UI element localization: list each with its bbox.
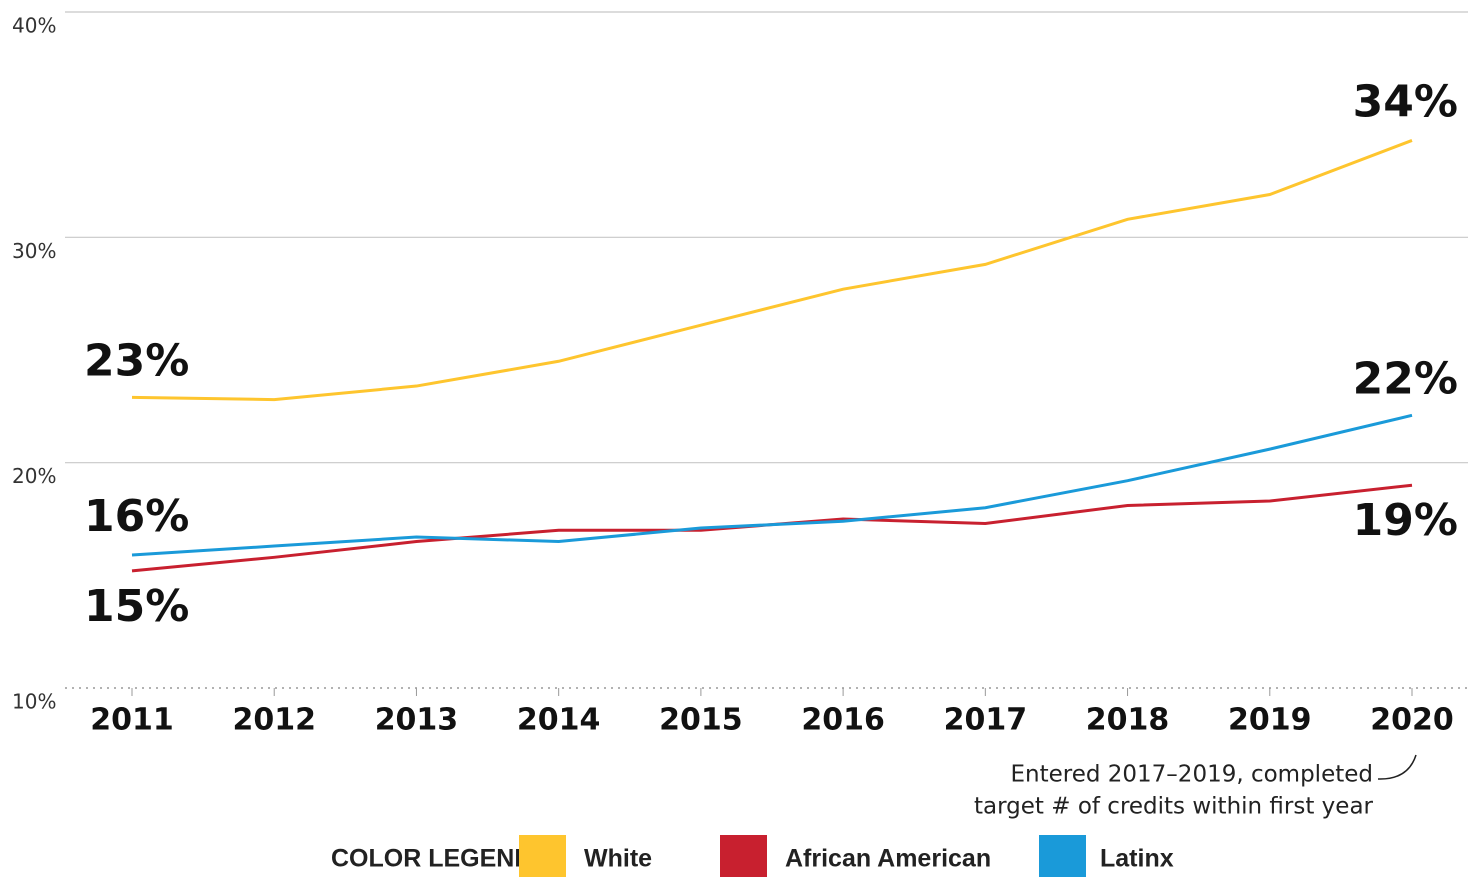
x-tick-label: 2012 [232,703,316,738]
data-label: 34% [1353,76,1458,127]
legend-swatch [720,835,767,877]
data-label: 23% [84,335,189,386]
x-tick-label: 2020 [1370,703,1454,738]
x-tick-label: 2013 [375,703,459,738]
legend-swatch [519,835,566,877]
x-tick-label: 2019 [1228,703,1312,738]
legend-label: White [584,845,652,873]
data-label: 22% [1353,353,1458,404]
x-tick-label: 2014 [517,703,601,738]
legend-title: COLOR LEGEND [331,845,532,873]
data-label: 19% [1353,495,1458,546]
legend-swatch [1039,835,1086,877]
legend-label: Latinx [1100,845,1174,873]
x-tick-label: 2016 [801,703,885,738]
annotation: target # of credits within first year [974,794,1374,820]
x-tick-label: 2018 [1086,703,1170,738]
series-line [131,139,1413,402]
annotation-pointer [1377,754,1417,780]
x-tick-label: 2017 [944,703,1028,738]
series-line [131,413,1413,557]
y-tick-label: 40% [12,14,56,38]
y-tick-label: 30% [12,239,56,263]
y-tick-label: 20% [12,464,56,488]
annotation: Entered 2017–2019, completed [1010,762,1373,788]
y-tick-label: 10% [12,690,56,714]
series-line [131,483,1413,573]
legend-label: African American [785,845,991,873]
data-label: 15% [84,581,189,632]
data-label: 16% [84,491,189,542]
x-tick-label: 2015 [659,703,743,738]
x-tick-label: 2011 [90,703,174,738]
